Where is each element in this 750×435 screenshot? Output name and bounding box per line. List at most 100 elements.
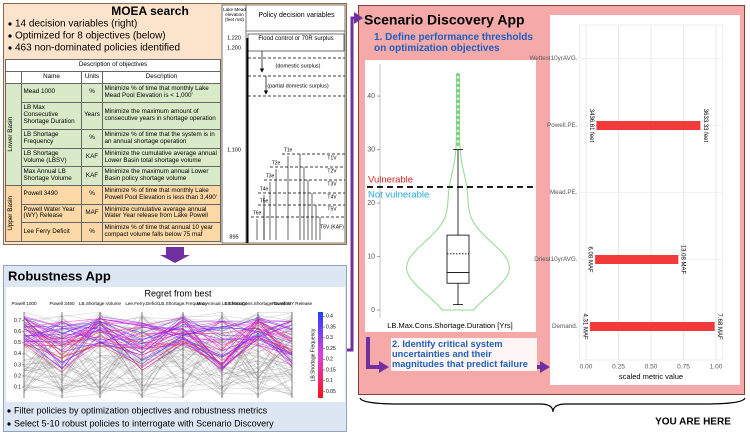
outlier (456, 115, 460, 120)
arrowhead (379, 361, 389, 373)
tier-label: T5e (260, 198, 269, 204)
policy-line (23, 322, 293, 390)
tick-label: 0.2 (14, 373, 21, 379)
policy-line (23, 313, 293, 395)
x-tick-label: 0.50 (645, 364, 658, 371)
volume-label: T5V (327, 206, 337, 212)
colorbar (318, 312, 323, 398)
policy-line (23, 322, 293, 387)
outlier (456, 83, 460, 88)
volume-label: T6V (KAF) (320, 224, 344, 230)
policy-line (23, 312, 293, 399)
policy-line (23, 328, 293, 375)
colorbar-tick-label: 0.3 (326, 335, 333, 341)
tick-label: 10 (367, 253, 375, 260)
objective-unit: Years (81, 101, 103, 131)
objective-description: Minimize the maximum annual Lower Basin … (102, 166, 221, 186)
policy-line (23, 326, 293, 378)
policy-line (23, 314, 293, 395)
tier-label: T3e (266, 173, 275, 179)
outlier (456, 121, 460, 125)
step-arrow (366, 337, 380, 369)
column-header: Name (21, 71, 82, 84)
policy-line (23, 332, 293, 387)
table-row: Max Annual LB Shortage Volume KAF Minimize… (6, 166, 221, 186)
value-label: 13.08 MAF (680, 245, 686, 275)
down-arrow (160, 247, 190, 263)
outlier (456, 99, 460, 104)
policy-line (23, 321, 293, 378)
objectives-table: Description of objectives Name Units Descri… (5, 59, 221, 243)
tier-label: T1e (284, 147, 293, 153)
policy-line (23, 316, 293, 395)
axis-label: Lee.Ferry.Deficit (125, 301, 159, 306)
policy-line (23, 320, 293, 353)
plot-title: Regret from best (144, 288, 212, 298)
bullet-text: Optimized for 8 objectives (below) (15, 31, 166, 42)
tier-label: T2e (272, 160, 281, 166)
tier-label: T4e (260, 186, 269, 192)
policy-line (23, 320, 293, 392)
elevation-label: 895 (229, 234, 238, 240)
policy-line (23, 340, 293, 395)
x-axis-label: scaled metric value (619, 372, 683, 381)
policy-line (23, 327, 293, 368)
x-axis-label: LB.Max.Cons.Shortage.Duration [Yrs] (387, 321, 512, 330)
arrowhead (354, 12, 363, 24)
bullet (8, 22, 12, 26)
policy-line (23, 350, 293, 391)
table-row: Lower Basin Mead 1000% Minimize % of time … (5, 83, 221, 186)
value-label: 6.08 MAF (587, 246, 593, 272)
group-cell: Upper Basin (5, 184, 22, 243)
x-tick-label: 1.00 (710, 364, 723, 371)
policy-line (23, 331, 293, 367)
y-tick-label: Wettest10yrAVG. (529, 55, 577, 62)
table-row: Powell Water Year (WY) Release MAF Minimiz… (6, 203, 221, 224)
bar (596, 121, 701, 130)
x-tick-label: 0.25 (612, 364, 625, 371)
value-label: 7.68 MAF (716, 313, 722, 339)
objective-name: Powell Water Year (WY) Release (21, 203, 82, 224)
policy-line (23, 318, 293, 370)
tick-label: 0.3 (14, 362, 21, 368)
policy-line (23, 320, 293, 392)
outlier (456, 72, 460, 77)
objective-unit: MAF (81, 203, 103, 224)
panel-title: MOEA search (111, 4, 189, 18)
panel-title: Robustness App (8, 268, 111, 283)
colorbar-tick-label: 0.25 (326, 346, 336, 352)
surplus-label: (partial domestic surplus) (267, 83, 329, 89)
policy-line (23, 317, 293, 365)
policy-line (23, 349, 293, 398)
policy-line (23, 316, 293, 351)
objective-unit: % (81, 222, 103, 242)
box (446, 234, 470, 284)
objective-description: Minimize the cumulative average annual L… (102, 147, 221, 168)
objective-description: Minimize % of time that annual 10 year c… (102, 222, 221, 242)
objective-description: Minimize % of time that monthly Lake Pow… (102, 184, 221, 205)
policy-line (23, 313, 293, 384)
objective-name: Mead 1000 (21, 83, 82, 103)
axis-label: Max Annual LB Shortage (197, 301, 248, 306)
tick-label: 0.6 (14, 329, 21, 335)
policy-line (23, 314, 293, 397)
policy-line (23, 331, 293, 389)
policy-line (23, 324, 293, 391)
objective-name: LB Max Consecutive Shortage Duration (21, 101, 82, 131)
policy-line (24, 320, 293, 342)
colorbar-tick-label: 0.35 (326, 324, 336, 330)
bullet-text: Select 5-10 robust policies to interroga… (14, 418, 274, 428)
volume-label: T4V (327, 194, 337, 200)
objective-name: Lee Ferry Deficit (21, 222, 82, 242)
outlier (456, 142, 460, 146)
volume-label: T3V (327, 181, 337, 187)
objectives-table-wrap: Description of objectives Name Units Descri… (5, 59, 221, 243)
policy-line (23, 341, 293, 375)
group-label: Upper Basin (6, 196, 14, 231)
policy-line (23, 313, 293, 395)
objective-unit: % (81, 184, 103, 205)
table-row: Name Units Description (5, 71, 221, 84)
table-row: Lee Ferry Deficit% Minimize % of time tha… (6, 222, 221, 242)
axis-label: LB.Shortage.Volume (79, 301, 122, 306)
